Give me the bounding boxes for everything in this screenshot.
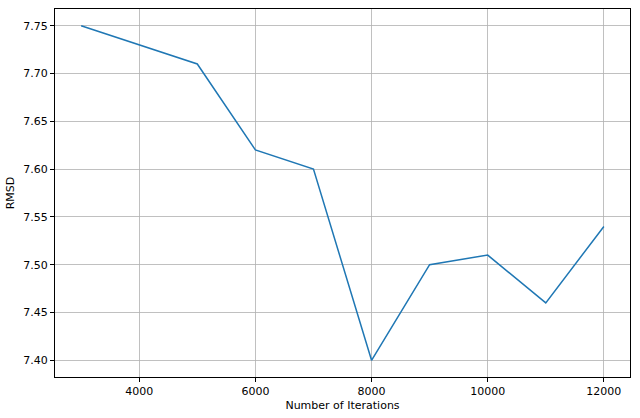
svg-text:4000: 4000 (125, 385, 153, 398)
svg-text:7.65: 7.65 (23, 115, 48, 128)
svg-text:7.40: 7.40 (23, 354, 48, 367)
svg-text:7.60: 7.60 (23, 163, 48, 176)
svg-text:RMSD: RMSD (4, 177, 17, 210)
svg-text:6000: 6000 (241, 385, 269, 398)
svg-text:10000: 10000 (470, 385, 505, 398)
svg-text:7.50: 7.50 (23, 259, 48, 272)
svg-text:7.70: 7.70 (23, 67, 48, 80)
svg-text:12000: 12000 (586, 385, 621, 398)
svg-text:Number of Iterations: Number of Iterations (285, 399, 399, 412)
svg-text:7.45: 7.45 (23, 306, 48, 319)
svg-text:7.75: 7.75 (23, 20, 48, 33)
svg-text:8000: 8000 (358, 385, 386, 398)
svg-text:7.55: 7.55 (23, 211, 48, 224)
